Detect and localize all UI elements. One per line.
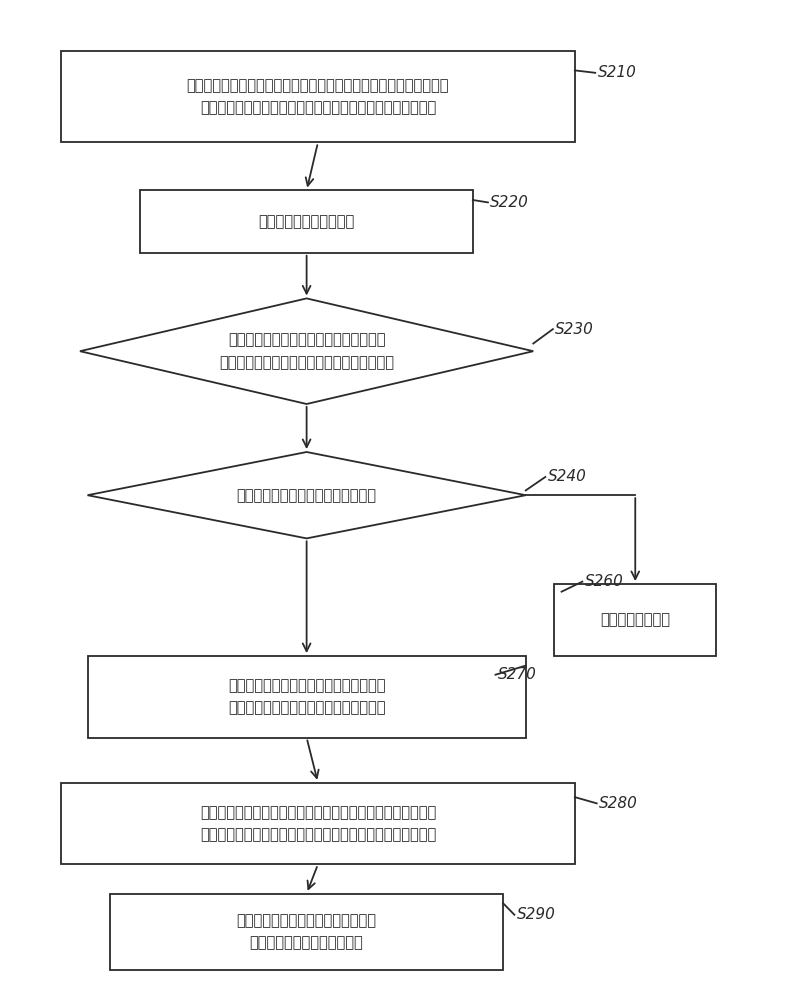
Text: 电器设备根据控制指令，切换至与控
制指令相对应的目标工作状态: 电器设备根据控制指令，切换至与控 制指令相对应的目标工作状态 bbox=[237, 913, 377, 951]
Polygon shape bbox=[87, 452, 526, 538]
Text: S270: S270 bbox=[497, 667, 537, 682]
Text: 根据历史出行记录和用户状态变化信息，
判断用户的出行行为是否是第一预设出行行为: 根据历史出行记录和用户状态变化信息， 判断用户的出行行为是否是第一预设出行行为 bbox=[219, 333, 394, 370]
Text: 根据返回时间和第一用户生理信息，查询预设控制指令表中用
户状态变化信息与控制指令的对应关系，获得对应的控制指令: 根据返回时间和第一用户生理信息，查询预设控制指令表中用 户状态变化信息与控制指令… bbox=[200, 805, 436, 842]
Text: 控制关闭电器设备: 控制关闭电器设备 bbox=[600, 612, 671, 628]
Text: S290: S290 bbox=[516, 907, 556, 922]
Text: 判断用户出行行为是第二预设出行行为，
获得用户返回至所述预设区域的返回时间: 判断用户出行行为是第二预设出行行为， 获得用户返回至所述预设区域的返回时间 bbox=[228, 678, 386, 715]
Bar bbox=[140, 190, 473, 253]
Polygon shape bbox=[80, 298, 534, 404]
Text: S210: S210 bbox=[597, 65, 637, 80]
Text: S280: S280 bbox=[599, 796, 638, 811]
Bar bbox=[61, 783, 575, 864]
Text: 当用户的当前位置在预设区域外时，获取用户的用户状态变化信息；
所述用户状态变化信息包括当前移动信息、第一用户生理信息: 当用户的当前位置在预设区域外时，获取用户的用户状态变化信息； 所述用户状态变化信… bbox=[187, 78, 449, 115]
Bar bbox=[554, 584, 716, 656]
Text: S260: S260 bbox=[585, 574, 623, 589]
Text: 获取用户的历史出行记录: 获取用户的历史出行记录 bbox=[258, 214, 355, 229]
Bar bbox=[61, 51, 575, 142]
Bar bbox=[110, 894, 503, 970]
Text: S230: S230 bbox=[555, 322, 594, 337]
Bar bbox=[87, 656, 526, 738]
Text: S240: S240 bbox=[548, 469, 586, 484]
Text: 判断所述电器设备是否处于工作状态: 判断所述电器设备是否处于工作状态 bbox=[237, 488, 377, 503]
Text: S220: S220 bbox=[490, 195, 529, 210]
